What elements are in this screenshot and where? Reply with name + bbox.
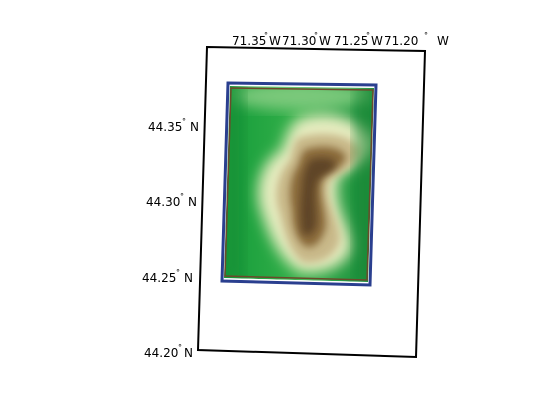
lon-degree-71-30: °	[314, 31, 318, 40]
lon-label-71-30: 71.30	[282, 34, 316, 48]
lat-degree-44-20: °	[178, 343, 182, 352]
lon-suffix-71-20: W	[437, 34, 449, 48]
lat-suffix-44-30: N	[188, 195, 197, 209]
lat-suffix-44-35: N	[190, 120, 199, 134]
raster-inner-border	[224, 87, 374, 281]
lat-label-44-20: 44.20	[144, 346, 178, 360]
lat-label-44-35: 44.35	[148, 120, 182, 134]
latitude-labels: 44.35 ° N 44.30 ° N 44.25 ° N 44.20 ° N	[142, 117, 199, 360]
lon-label-71-25: 71.25	[334, 34, 368, 48]
lon-suffix-71-35: W	[269, 34, 281, 48]
lat-degree-44-25: °	[176, 268, 180, 277]
lat-label-44-25: 44.25	[142, 271, 176, 285]
longitude-labels: 71.35 ° W 71.30 ° W 71.25 ° W 71.20 ° W	[232, 31, 449, 48]
lat-degree-44-35: °	[182, 117, 186, 126]
raster-outer-border	[220, 81, 378, 287]
lon-degree-71-20: °	[424, 31, 428, 40]
lat-suffix-44-25: N	[184, 271, 193, 285]
lon-degree-71-35: °	[264, 31, 268, 40]
lon-degree-71-25: °	[366, 31, 370, 40]
elevation-raster	[224, 86, 374, 282]
lat-suffix-44-20: N	[184, 346, 193, 360]
lon-label-71-20: 71.20	[384, 34, 418, 48]
lat-degree-44-30: °	[180, 192, 184, 201]
lat-label-44-30: 44.30	[146, 195, 180, 209]
lon-suffix-71-30: W	[319, 34, 331, 48]
lon-label-71-35: 71.35	[232, 34, 266, 48]
lon-suffix-71-25: W	[371, 34, 383, 48]
